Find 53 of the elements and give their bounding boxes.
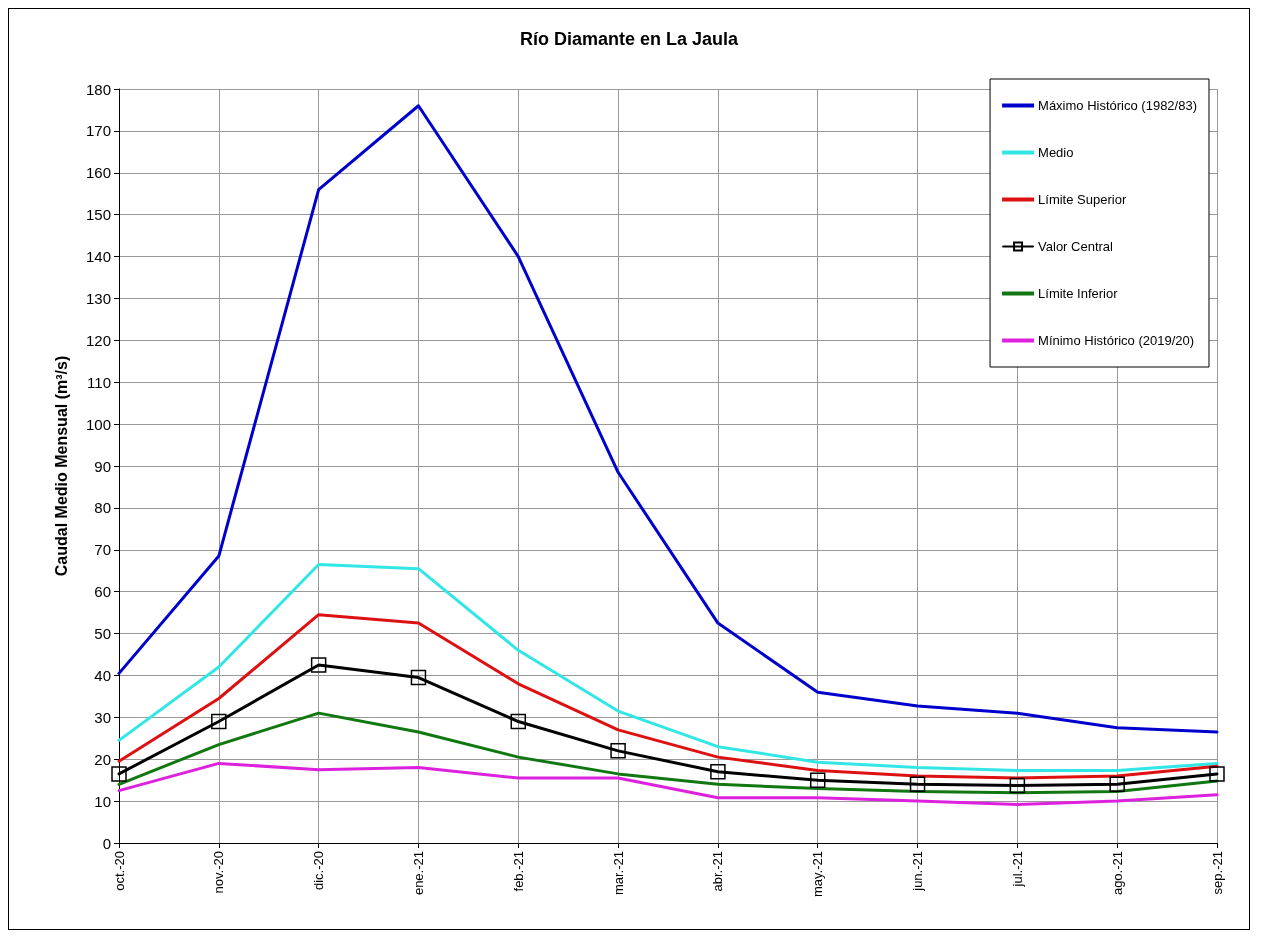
point: [1009, 777, 1026, 794]
y-tick-label: 140: [85, 248, 111, 266]
y-tick-label: 180: [85, 80, 111, 98]
legend-label: Mínimo Histórico (2019/20): [1038, 333, 1195, 348]
point: [410, 669, 427, 686]
x-tick-label: may.-21: [810, 851, 826, 897]
x-tick-label: jun.-21: [910, 851, 926, 892]
x-tick-label: ene.-21: [410, 851, 426, 896]
y-tick-label: 70: [94, 541, 111, 559]
line-series: [117, 562, 1219, 773]
x-tick-label: mar.-21: [610, 851, 626, 896]
point: [211, 713, 227, 730]
x-tick-label: ago.-21: [1109, 851, 1125, 896]
point: [809, 772, 826, 788]
point: [610, 743, 626, 759]
y-tick-label: 0: [102, 834, 111, 852]
point: [909, 776, 926, 793]
y-tick-label: 100: [85, 415, 111, 433]
y-tick-label: 90: [94, 457, 111, 475]
x-tick-label: sep.-21: [1209, 851, 1225, 895]
x-tick-label: jul.-21: [1009, 851, 1025, 888]
y-tick-label: 30: [94, 708, 111, 726]
x-tick-label: oct.-20: [111, 851, 127, 891]
y-axis-title: Caudal Medio Mensual (m³/s): [52, 355, 70, 577]
chart-title: Río Diamante en La Jaula: [519, 29, 740, 49]
y-tick-label: 10: [94, 792, 111, 810]
y-tick-label: 160: [85, 164, 111, 182]
y-tick-label: 50: [94, 625, 111, 643]
y-tick-label: 60: [94, 583, 111, 601]
legend-label: Valor Central: [1038, 239, 1114, 254]
y-tick-label: 20: [94, 750, 111, 768]
y-tick-label: 130: [85, 289, 111, 307]
y-tick-label: 40: [94, 666, 111, 684]
point: [310, 657, 327, 673]
x-tick-label: dic.-20: [311, 851, 327, 891]
point: [510, 713, 527, 730]
x-tick-label: nov.-20: [211, 851, 227, 894]
x-tick-label: feb.-21: [510, 851, 526, 892]
line-series: [117, 761, 1219, 806]
y-tick-label: 110: [87, 373, 111, 391]
y-tick-label: 170: [85, 122, 111, 140]
legend-label: Máximo Histórico (1982/83): [1038, 98, 1198, 113]
legend-label: Límite Inferior: [1038, 286, 1119, 301]
point: [1209, 766, 1225, 782]
legend-label: Medio: [1038, 145, 1074, 160]
legend-label: Límite Superior: [1038, 192, 1127, 207]
point: [111, 766, 127, 782]
point: [710, 764, 726, 780]
y-tick-label: 120: [85, 331, 111, 349]
x-tick-label: abr.-21: [710, 851, 726, 892]
y-tick-label: 150: [85, 206, 111, 224]
point: [1109, 776, 1125, 793]
y-tick-label: 80: [94, 499, 111, 517]
